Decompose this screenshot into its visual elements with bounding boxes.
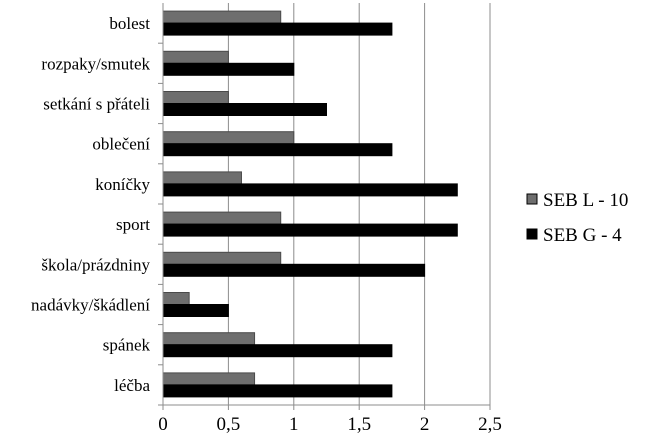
bar-seb-g-4 — [162, 103, 327, 116]
bar-seb-l-10 — [162, 91, 229, 104]
bar-seb-l-10 — [162, 251, 282, 265]
legend: SEB L - 10 SEB G - 4 — [526, 190, 628, 246]
bar-seb-g-4 — [162, 263, 426, 277]
bar-seb-l-10 — [162, 10, 282, 24]
bar-seb-g-4 — [162, 183, 458, 197]
axes — [158, 3, 491, 410]
x-tick-label: 2 — [420, 414, 430, 434]
x-tick-labels: 0 0,5 1 1,5 2 2,5 — [158, 414, 502, 434]
bar-seb-l-10 — [162, 372, 256, 386]
legend-swatch — [526, 228, 538, 240]
bar-seb-l-10 — [162, 332, 256, 346]
category-label: léčba — [114, 376, 150, 395]
x-tick-label: 1 — [289, 414, 299, 434]
bar-seb-l-10 — [162, 50, 229, 64]
bar-seb-g-4 — [162, 344, 393, 358]
bar-seb-g-4 — [162, 304, 229, 317]
x-tick-label: 0 — [158, 414, 168, 434]
category-label: nadávky/škádlení — [31, 296, 150, 315]
bar-seb-g-4 — [162, 22, 393, 36]
bar-seb-g-4 — [162, 223, 458, 237]
legend-label: SEB G - 4 — [543, 225, 622, 246]
category-label: bolest — [109, 14, 150, 33]
category-label: setkání s přáteli — [43, 95, 150, 114]
category-label: koníčky — [95, 175, 150, 194]
bar-seb-l-10 — [162, 211, 282, 225]
bar-seb-l-10 — [162, 131, 295, 145]
legend-swatch — [526, 193, 538, 205]
x-tick-label: 1,5 — [347, 414, 371, 434]
bar-seb-l-10 — [162, 171, 242, 185]
x-tick-label: 0,5 — [217, 414, 241, 434]
category-label: spánek — [103, 336, 151, 355]
category-labels: bolest rozpaky/smutek setkání s přáteli obl… — [31, 14, 150, 395]
bar-seb-g-4 — [162, 384, 393, 398]
category-label: oblečení — [92, 135, 150, 154]
bar-seb-g-4 — [162, 143, 393, 157]
category-label: škola/prázdniny — [41, 255, 150, 274]
category-label: sport — [116, 215, 150, 234]
category-label: rozpaky/smutek — [41, 54, 150, 73]
bars — [162, 10, 458, 398]
bar-seb-g-4 — [162, 62, 295, 76]
legend-label: SEB L - 10 — [543, 190, 628, 211]
bar-seb-l-10 — [162, 292, 190, 305]
x-tick-label: 2,5 — [478, 414, 502, 434]
